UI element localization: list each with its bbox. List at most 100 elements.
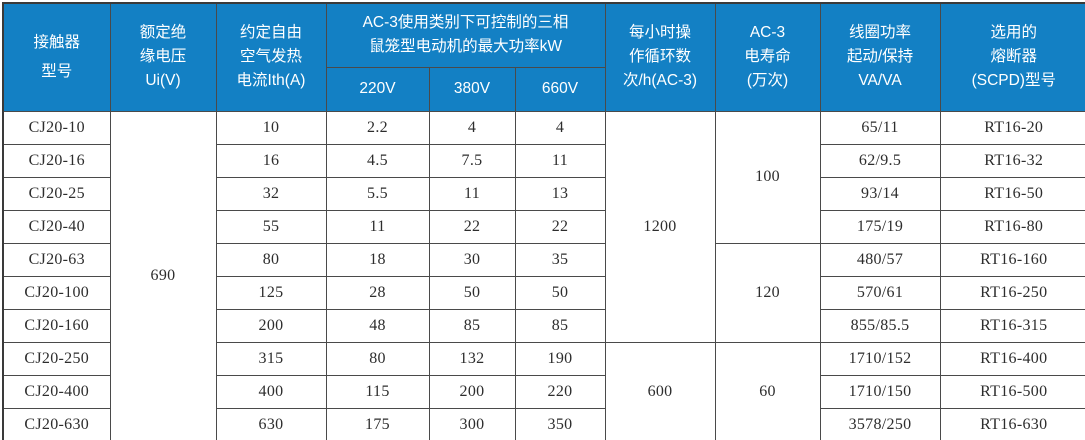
header-insulation-voltage: 额定绝 缘电压 Ui(V)	[109, 2, 217, 112]
header-thermal-current: 约定自由 空气发热 电流Ith(A)	[215, 2, 327, 112]
cell-model: CJ20-10	[2, 110, 111, 145]
header-text: 电流Ith(A)	[236, 72, 306, 90]
cell-p660: 4	[514, 110, 606, 145]
cell-p220: 5.5	[325, 176, 430, 211]
cell-fuse: RT16-20	[939, 110, 1085, 145]
table-row: CJ20-10 690 10 2.2 4 4 1200 100 65/11 RT…	[2, 110, 1085, 440]
cell-ith: 10	[215, 110, 327, 145]
cell-p220: 2.2	[325, 110, 430, 145]
table-body: CJ20-10 690 10 2.2 4 4 1200 100 65/11 RT…	[2, 110, 1085, 440]
cell-p660: 50	[514, 275, 606, 310]
header-text: 线圈功率	[849, 24, 912, 42]
cell-p380: 7.5	[428, 143, 516, 178]
cell-p380: 200	[428, 374, 516, 409]
header-voltage-380: 380V	[428, 66, 516, 112]
cell-fuse: RT16-315	[939, 308, 1085, 343]
header-text: (万次)	[746, 72, 789, 90]
table-header: 接触器 型号 额定绝 缘电压 Ui(V) 约定自由 空气发热 电流Ith(A) …	[2, 2, 1085, 112]
cell-coil: 175/19	[819, 209, 941, 244]
cell-life-merged: 100	[714, 110, 821, 244]
cell-p660: 190	[514, 341, 606, 376]
cell-p660: 220	[514, 374, 606, 409]
cell-model: CJ20-25	[2, 176, 111, 211]
cell-ith: 315	[215, 341, 327, 376]
table-row: CJ20-16 16 4.5 7.5 11 62/9.5 RT16-32	[2, 143, 1085, 178]
header-text: 约定自由	[239, 24, 302, 42]
header-text: 型号	[41, 63, 73, 81]
cell-coil: 3578/250	[819, 407, 941, 440]
cell-coil: 1710/150	[819, 374, 941, 409]
cell-fuse: RT16-160	[939, 242, 1085, 277]
header-text: (SCPD)型号	[971, 72, 1056, 90]
cell-model: CJ20-160	[2, 308, 111, 343]
cell-coil: 1710/152	[819, 341, 941, 376]
cell-coil: 855/85.5	[819, 308, 941, 343]
header-text: 选用的	[990, 24, 1038, 42]
cell-model: CJ20-400	[2, 374, 111, 409]
cell-ith: 630	[215, 407, 327, 440]
cell-ith: 32	[215, 176, 327, 211]
cell-p380: 85	[428, 308, 516, 343]
cell-coil: 62/9.5	[819, 143, 941, 178]
cell-model: CJ20-16	[2, 143, 111, 178]
header-text: 接触器	[33, 33, 80, 51]
header-text: 次/h(AC-3)	[622, 72, 698, 90]
cell-p380: 4	[428, 110, 516, 145]
header-text: 熔断器	[990, 48, 1038, 66]
cell-p660: 22	[514, 209, 606, 244]
cell-p660: 13	[514, 176, 606, 211]
header-text: 每小时操	[629, 24, 692, 42]
cell-fuse: RT16-50	[939, 176, 1085, 211]
header-electrical-life: AC-3 电寿命 (万次)	[714, 2, 821, 112]
cell-p220: 175	[325, 407, 430, 440]
cell-p660: 85	[514, 308, 606, 343]
cell-coil: 65/11	[819, 110, 941, 145]
table-row: CJ20-40 55 11 22 22 175/19 RT16-80	[2, 209, 1085, 244]
header-text: AC-3	[749, 24, 786, 42]
cell-ui-voltage-merged: 690	[109, 110, 217, 440]
cell-coil: 570/61	[819, 275, 941, 310]
cell-p380: 50	[428, 275, 516, 310]
header-cycles-per-hour: 每小时操 作循环数 次/h(AC-3)	[604, 2, 716, 112]
cell-fuse: RT16-630	[939, 407, 1085, 440]
table-row: CJ20-250 315 80 132 190 600 60 1710/152 …	[2, 341, 1085, 440]
cell-model: CJ20-63	[2, 242, 111, 277]
cell-ith: 125	[215, 275, 327, 310]
cell-model: CJ20-250	[2, 341, 111, 376]
header-text: 作循环数	[629, 48, 692, 66]
header-ac3-power-group: AC-3使用类别下可控制的三相 鼠笼型电动机的最大功率kW	[325, 2, 606, 68]
table-row: CJ20-160 200 48 85 85 855/85.5 RT16-315	[2, 308, 1085, 343]
cell-p220: 48	[325, 308, 430, 343]
header-voltage-220: 220V	[325, 66, 430, 112]
header-contactor-model: 接触器 型号	[2, 2, 111, 112]
header-text: 鼠笼型电动机的最大功率kW	[369, 38, 562, 56]
cell-ith: 400	[215, 374, 327, 409]
cell-fuse: RT16-32	[939, 143, 1085, 178]
cell-life-merged: 60	[714, 341, 821, 440]
header-text: VA/VA	[858, 72, 902, 90]
header-text: 起动/保持	[846, 48, 914, 66]
cell-fuse: RT16-250	[939, 275, 1085, 310]
header-text: 空气发热	[239, 48, 302, 66]
cell-life-merged: 120	[714, 242, 821, 343]
cell-p220: 115	[325, 374, 430, 409]
table-row: CJ20-25 32 5.5 11 13 93/14 RT16-50	[2, 176, 1085, 211]
cell-ith: 200	[215, 308, 327, 343]
cell-fuse: RT16-80	[939, 209, 1085, 244]
table-row: CJ20-400 400 115 200 220 1710/150 RT16-5…	[2, 374, 1085, 409]
header-text: 额定绝	[139, 24, 187, 42]
cell-coil: 93/14	[819, 176, 941, 211]
cell-p380: 132	[428, 341, 516, 376]
header-text: Ui(V)	[145, 72, 181, 90]
cell-fuse: RT16-500	[939, 374, 1085, 409]
header-fuse-model: 选用的 熔断器 (SCPD)型号	[939, 2, 1085, 112]
cell-model: CJ20-630	[2, 407, 111, 440]
cell-p660: 35	[514, 242, 606, 277]
cell-ith: 80	[215, 242, 327, 277]
cell-p220: 80	[325, 341, 430, 376]
cell-p660: 11	[514, 143, 606, 178]
cell-p660: 350	[514, 407, 606, 440]
header-text: 缘电压	[139, 48, 187, 66]
